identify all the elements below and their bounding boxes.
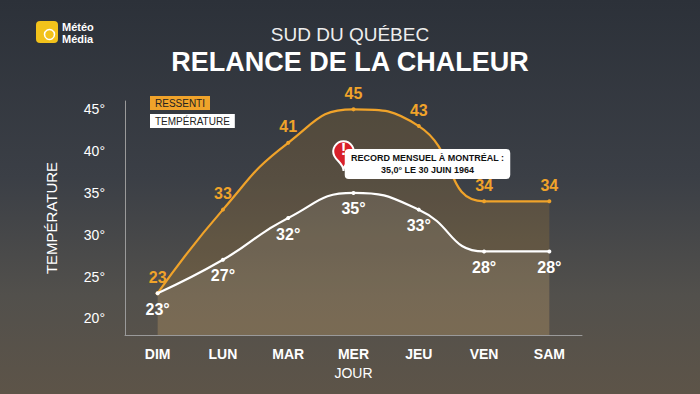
svg-text:23: 23 <box>149 269 167 286</box>
svg-text:45°: 45° <box>84 101 105 117</box>
svg-text:SAM: SAM <box>534 346 565 362</box>
svg-text:LUN: LUN <box>209 346 238 362</box>
svg-text:MAR: MAR <box>272 346 304 362</box>
svg-text:35°: 35° <box>84 185 105 201</box>
svg-text:45: 45 <box>345 85 363 102</box>
svg-text:33°: 33° <box>407 217 431 234</box>
svg-text:34: 34 <box>540 177 558 194</box>
svg-text:20°: 20° <box>84 310 105 326</box>
svg-text:Média: Média <box>62 33 94 45</box>
svg-text:VEN: VEN <box>470 346 499 362</box>
svg-text:SUD DU QUÉBEC: SUD DU QUÉBEC <box>271 24 429 45</box>
svg-text:RELANCE DE LA CHALEUR: RELANCE DE LA CHALEUR <box>171 47 529 77</box>
svg-text:JOUR: JOUR <box>334 365 372 381</box>
svg-text:33: 33 <box>214 185 232 202</box>
svg-text:35,0° LE 30 JUIN 1964: 35,0° LE 30 JUIN 1964 <box>381 165 474 175</box>
svg-text:TEMPÉRATURE: TEMPÉRATURE <box>155 115 230 127</box>
svg-text:28°: 28° <box>537 259 561 276</box>
svg-text:27°: 27° <box>211 267 235 284</box>
svg-text:RESSENTI: RESSENTI <box>155 98 205 109</box>
svg-text:30°: 30° <box>84 227 105 243</box>
svg-text:MER: MER <box>338 346 369 362</box>
svg-text:JEU: JEU <box>405 346 432 362</box>
svg-text:Météo: Météo <box>62 21 94 33</box>
svg-text:35°: 35° <box>341 200 365 217</box>
svg-text:43: 43 <box>410 102 428 119</box>
svg-text:23°: 23° <box>146 301 170 318</box>
svg-text:DIM: DIM <box>145 346 171 362</box>
svg-text:32°: 32° <box>276 226 300 243</box>
svg-text:RECORD MENSUEL À MONTRÉAL :: RECORD MENSUEL À MONTRÉAL : <box>351 153 504 163</box>
svg-text:TEMPÉRATURE: TEMPÉRATURE <box>43 162 60 274</box>
svg-text:25°: 25° <box>84 269 105 285</box>
svg-text:41: 41 <box>279 118 297 135</box>
svg-text:28°: 28° <box>472 259 496 276</box>
svg-text:40°: 40° <box>84 143 105 159</box>
svg-text:34: 34 <box>475 177 493 194</box>
